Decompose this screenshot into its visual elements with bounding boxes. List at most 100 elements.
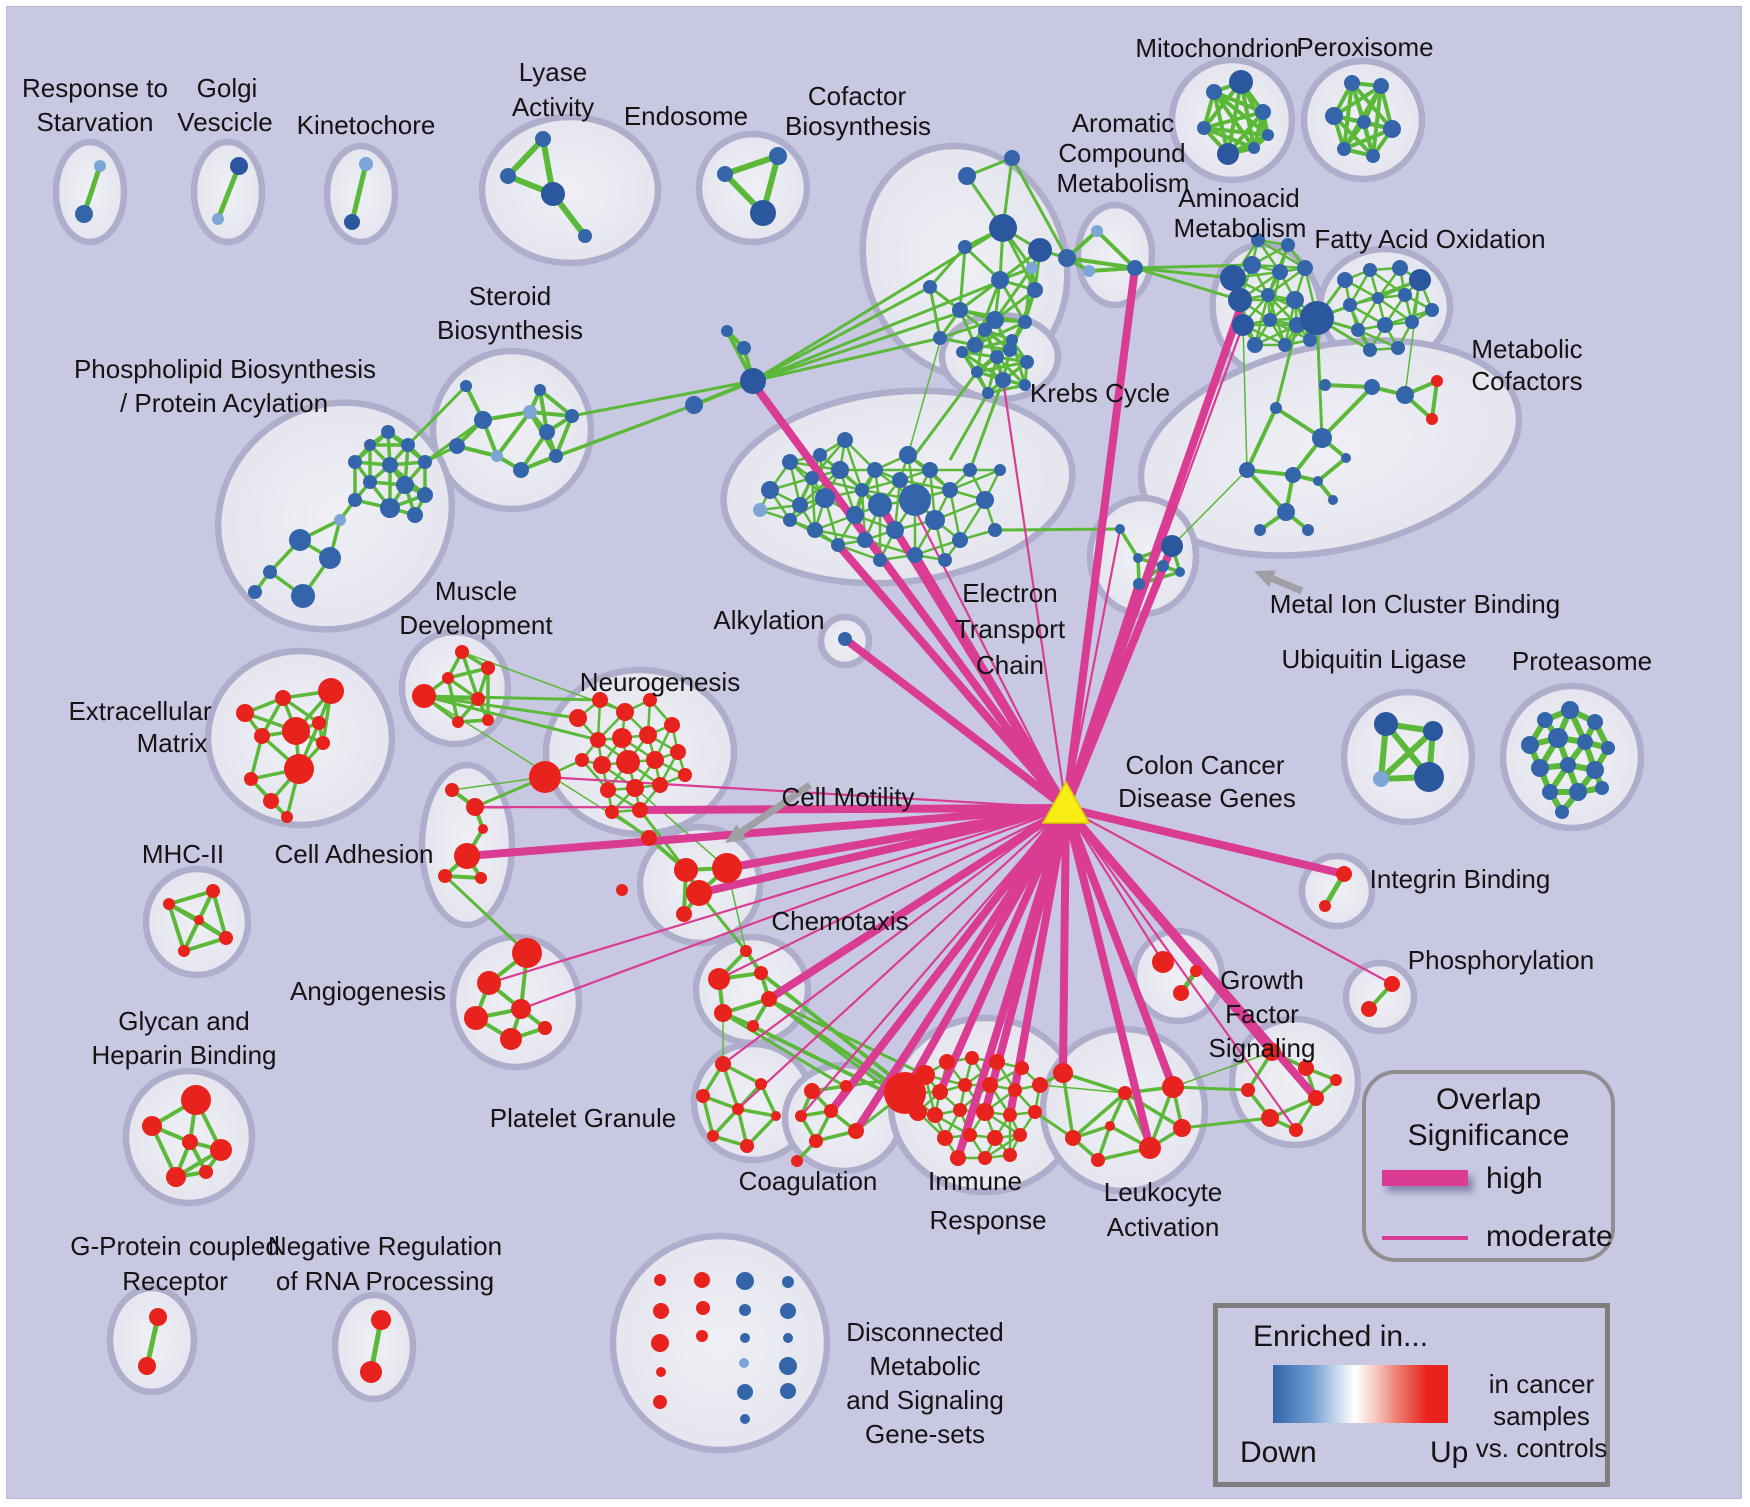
cluster-label-g-protein-coupled-receptor: Receptor <box>122 1266 228 1296</box>
overlap-edge-high <box>1059 807 1070 1074</box>
gene-set-node <box>855 483 869 497</box>
green-edge <box>529 410 573 418</box>
gene-set-node <box>616 750 640 774</box>
pointer-arrow-head <box>725 824 747 843</box>
gene-set-node <box>380 498 400 518</box>
cluster-label-aminoacid-metabolism: Aminoacid <box>1178 183 1299 213</box>
green-edge <box>1316 456 1348 483</box>
gene-set-node <box>732 1103 744 1115</box>
cluster-label-response-to-starvation: Response to <box>22 73 168 103</box>
gene-set-node <box>605 805 619 819</box>
green-edge <box>423 694 579 720</box>
gene-set-node <box>664 717 680 733</box>
overlap-edge-high <box>1062 807 1154 1149</box>
gene-set-node <box>348 493 362 507</box>
gene-set-node <box>1091 225 1103 237</box>
green-edge <box>1095 229 1137 270</box>
cluster-label-ubiquitin-ligase: Ubiquitin Ligase <box>1281 644 1466 674</box>
gene-set-node <box>1173 1119 1191 1137</box>
gene-set-node <box>824 1104 838 1118</box>
gene-set-node <box>721 325 733 337</box>
green-edge <box>948 392 990 461</box>
cluster-label-phospholipid-protein-acylation: Phospholipid Biosynthesis <box>74 354 376 384</box>
green-edge <box>1010 157 1069 259</box>
gene-set-node <box>922 462 938 478</box>
gene-set-node <box>194 915 204 925</box>
gene-set-node <box>740 1139 754 1153</box>
gene-set-node <box>1083 265 1095 277</box>
gene-set-node <box>840 1080 852 1092</box>
gene-set-node <box>1303 333 1317 347</box>
overlap-edge-high <box>936 806 1070 1094</box>
gene-set-node <box>1537 712 1553 728</box>
gene-set-node <box>212 213 224 225</box>
overlap-legend-title-line2: Significance <box>1407 1119 1570 1152</box>
gene-set-node <box>939 1054 955 1070</box>
green-edge <box>968 379 1005 471</box>
gene-set-node <box>656 1367 666 1377</box>
gene-set-node <box>753 503 767 517</box>
enrichment-note-line1: in cancer <box>1488 1369 1595 1399</box>
gene-set-node <box>364 439 376 451</box>
gene-set-node <box>1175 567 1185 577</box>
gene-set-node <box>312 716 326 730</box>
overlap-edge-moderate <box>1065 807 1164 963</box>
gene-set-node <box>75 205 93 223</box>
gene-set-node <box>696 1330 708 1342</box>
gene-set-node <box>549 449 563 463</box>
gene-set-node <box>1366 149 1380 163</box>
cluster-label-growth-factor-signaling: Signaling <box>1209 1033 1316 1063</box>
gene-set-node <box>740 945 752 957</box>
gene-set-node <box>539 424 555 440</box>
cluster-label-disconnected-gene-sets: and Signaling <box>846 1385 1004 1415</box>
overlap-edge-high <box>1065 804 1345 878</box>
gene-set-node <box>694 1272 710 1288</box>
gene-set-node <box>815 488 835 508</box>
gene-set-node <box>529 761 561 793</box>
gene-set-node <box>482 714 494 726</box>
gene-set-node <box>500 1028 522 1050</box>
cluster-shell-lyase-activity <box>478 113 662 267</box>
gene-set-node <box>1374 712 1398 736</box>
gene-set-node <box>1405 315 1419 329</box>
gene-set-node <box>1377 317 1393 333</box>
gene-set-node <box>149 1308 167 1326</box>
overlap-edge-moderate <box>1065 807 1297 1131</box>
overlap-edge-moderate <box>1064 528 1122 809</box>
gene-set-node <box>1361 1001 1377 1017</box>
gene-set-node <box>1426 413 1438 425</box>
gene-set-node <box>1313 476 1323 486</box>
cluster-label-leukocyte-activation: Activation <box>1107 1212 1220 1242</box>
gene-set-node <box>1115 524 1125 534</box>
cluster-label-cofactor-biosynthesis: Biosynthesis <box>785 111 931 141</box>
gene-set-node <box>791 1155 803 1167</box>
overlap-edge-moderate <box>1001 379 1068 809</box>
pointer-arrow <box>734 782 812 839</box>
gene-set-node <box>986 311 1004 329</box>
gene-set-node <box>319 547 341 569</box>
gene-set-node <box>813 448 827 462</box>
gene-set-node <box>639 726 657 744</box>
gene-set-node <box>1337 142 1351 156</box>
gene-set-node <box>1013 1128 1027 1142</box>
gene-set-node <box>316 736 330 750</box>
gene-set-node <box>783 1333 793 1343</box>
gene-set-node <box>646 751 664 769</box>
gene-set-node <box>1278 338 1292 352</box>
gene-set-node <box>678 768 692 782</box>
gene-set-node <box>1285 467 1301 483</box>
gene-set-node <box>873 553 887 567</box>
gene-set-node <box>1300 301 1334 335</box>
green-edge <box>167 903 186 952</box>
gene-set-node <box>1431 375 1443 387</box>
gene-set-node <box>1319 379 1331 391</box>
gene-set-node <box>1206 84 1222 100</box>
green-edge <box>1378 728 1436 782</box>
gene-set-node <box>1298 1060 1314 1076</box>
gene-set-node <box>523 405 537 419</box>
gene-set-node <box>963 1128 977 1142</box>
gene-set-node <box>275 690 291 706</box>
green-edge <box>1332 84 1383 118</box>
gene-set-node <box>616 703 634 721</box>
overlap-edge-moderate <box>899 479 1067 809</box>
